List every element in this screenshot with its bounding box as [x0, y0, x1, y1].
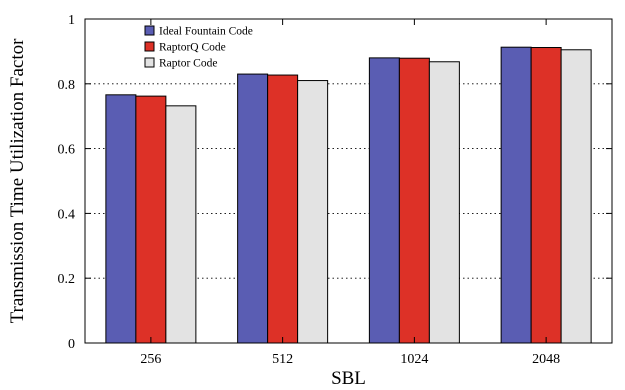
x-tick-label: 512	[272, 352, 293, 367]
bar	[297, 80, 329, 344]
y-tick-label: 0.6	[58, 143, 76, 158]
plot-frame	[84, 18, 613, 344]
x-tick-label: 1024	[400, 352, 428, 367]
bar	[530, 47, 562, 344]
legend-swatch	[144, 25, 155, 36]
legend: Ideal Fountain Code RaptorQ Code Raptor Co…	[144, 25, 253, 70]
bar	[135, 95, 167, 344]
y-tick-label: 0.4	[58, 207, 76, 222]
x-tick-labels: 256 512 1024 2048	[140, 352, 560, 367]
y-tick-label: 0.2	[58, 272, 76, 287]
legend-label: Ideal Fountain Code	[159, 26, 253, 38]
axis-ticks	[85, 18, 612, 344]
bar	[368, 57, 400, 344]
y-tick-label: 0	[68, 337, 75, 352]
y-tick-label: 0.8	[58, 78, 76, 93]
bar	[428, 61, 460, 344]
legend-label: RaptorQ Code	[159, 42, 226, 54]
bar	[105, 94, 137, 344]
bar	[237, 73, 269, 344]
bar	[165, 105, 197, 344]
x-axis-title: SBL	[331, 368, 366, 389]
x-tick-label: 256	[140, 352, 161, 367]
legend-label: Raptor Code	[159, 58, 217, 70]
x-tick-label: 2048	[532, 352, 560, 367]
y-tick-label: 1	[68, 13, 75, 28]
bar	[500, 46, 532, 344]
bar	[398, 57, 430, 344]
bar	[267, 74, 299, 344]
y-axis-title: Transmission Time Utilization Factor	[7, 38, 28, 324]
legend-swatch	[144, 57, 155, 68]
bars	[105, 46, 592, 344]
y-tick-labels: 0 0.2 0.4 0.6 0.8 1	[58, 13, 76, 352]
legend-swatch	[144, 41, 155, 52]
bar	[560, 49, 592, 344]
